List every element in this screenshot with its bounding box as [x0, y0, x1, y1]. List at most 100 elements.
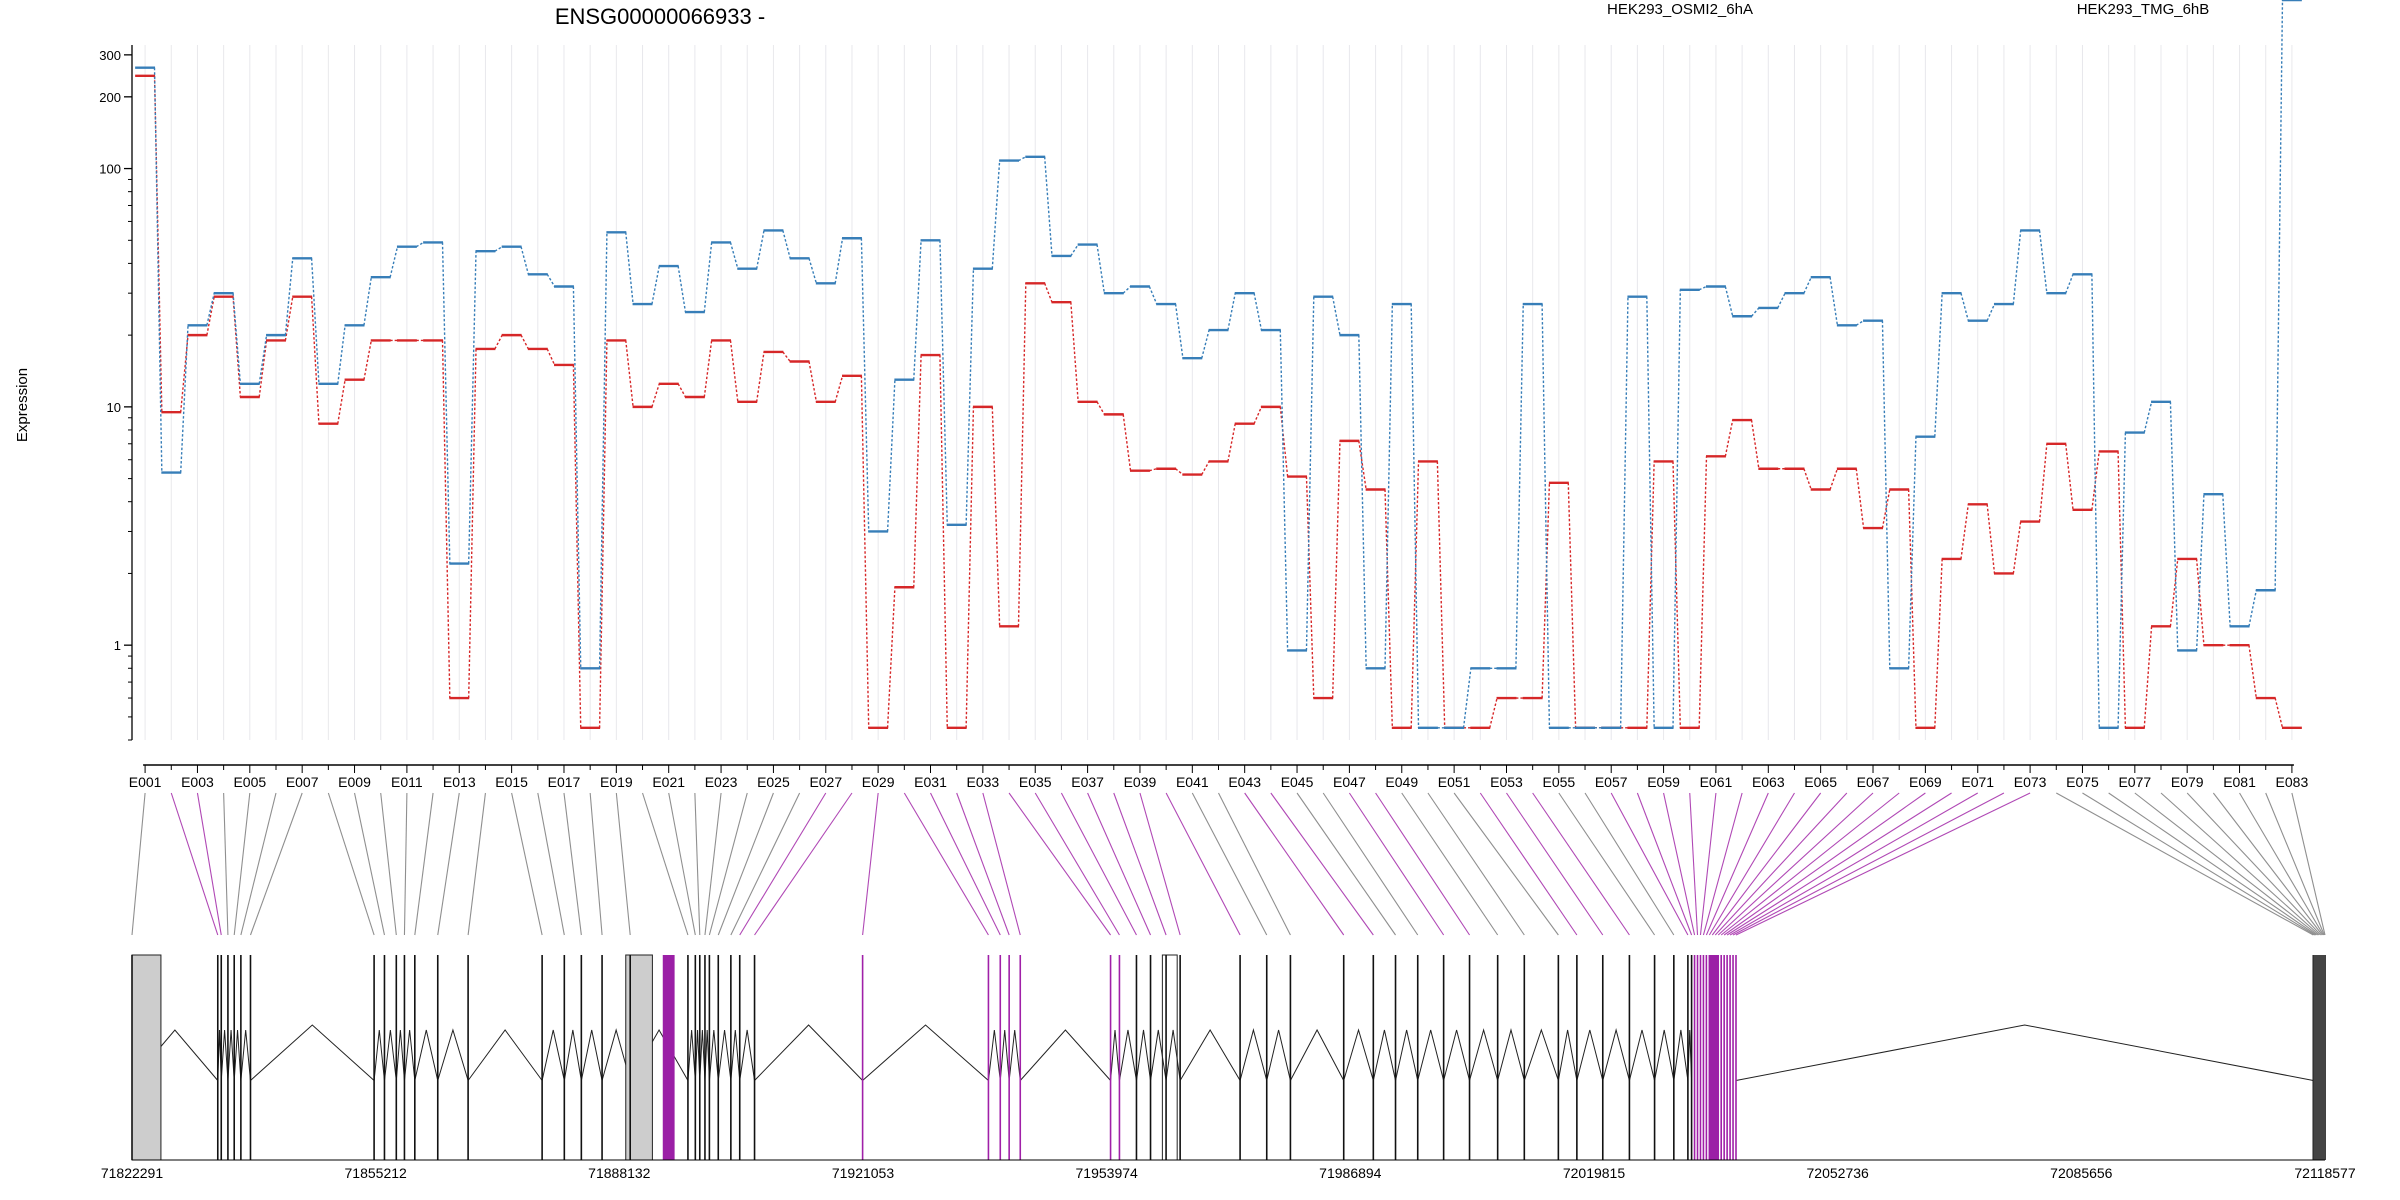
- series-connector: [1462, 668, 1472, 728]
- exon-cluster: [1709, 955, 1719, 1160]
- series-connector: [1567, 482, 1577, 728]
- series-connector: [1096, 244, 1106, 294]
- series-connector: [1698, 285, 1707, 291]
- exon-connector: [1705, 792, 1769, 936]
- series-connector: [2274, 697, 2284, 728]
- intron-line: [1110, 1029, 1120, 1081]
- series-connector: [232, 296, 242, 398]
- series-connector: [2143, 626, 2153, 728]
- exon-connector: [704, 792, 722, 936]
- series-connector: [625, 232, 634, 305]
- exon-connector: [2265, 792, 2325, 936]
- series-connector: [1489, 697, 1498, 728]
- x-tick-label: E059: [1647, 774, 1680, 790]
- series-connector: [886, 587, 896, 728]
- series-connector: [310, 296, 320, 424]
- series-connector: [2169, 401, 2179, 651]
- series-connector: [729, 242, 739, 269]
- series-connector: [1279, 330, 1289, 651]
- series-connector: [1096, 401, 1105, 415]
- series-connector: [808, 361, 818, 402]
- series-connector: [520, 246, 530, 275]
- x-tick-label: E009: [338, 774, 371, 790]
- exon-connector: [956, 792, 1010, 936]
- exon-connector: [467, 792, 486, 936]
- intron-line: [395, 1029, 405, 1081]
- exon-connector: [563, 792, 582, 936]
- series-connector: [913, 240, 922, 380]
- intron-line: [373, 1029, 385, 1081]
- x-tick-label: E019: [600, 774, 633, 790]
- series-connector: [1331, 296, 1341, 336]
- series-connector: [1672, 289, 1682, 728]
- x-tick-label: E049: [1385, 774, 1418, 790]
- x-tick-label: E053: [1490, 774, 1523, 790]
- exon-connector: [240, 792, 277, 936]
- x-tick-label: E033: [967, 774, 1000, 790]
- series-connector: [1384, 304, 1394, 669]
- series-connector: [965, 268, 975, 525]
- exon-connector: [403, 792, 408, 936]
- series-connector: [1750, 419, 1760, 469]
- genomic-coordinate-label: 71986894: [1319, 1165, 1382, 1181]
- intron-line: [1557, 1029, 1578, 1081]
- series-connector: [703, 340, 713, 398]
- series-connector: [415, 241, 425, 248]
- intron-line: [1395, 1029, 1419, 1081]
- exon-connector: [1610, 792, 1689, 936]
- exon-connector: [1689, 792, 1699, 936]
- intron-line: [1118, 1029, 1137, 1081]
- series-connector: [2274, 0, 2284, 591]
- series-connector: [1724, 286, 1734, 317]
- series-connector: [179, 335, 189, 413]
- series-connector: [1253, 293, 1263, 331]
- exon-connector: [170, 792, 219, 936]
- series-connector: [651, 265, 660, 305]
- intron-line: [233, 1029, 242, 1081]
- intron-line: [1576, 1029, 1604, 1081]
- series-connector: [1646, 461, 1655, 728]
- exon-cluster: [2313, 955, 2325, 1160]
- series-connector: [494, 246, 503, 252]
- series-connector: [2195, 558, 2205, 646]
- x-tick-label: E025: [757, 774, 790, 790]
- series-connector: [363, 277, 372, 326]
- exon-connector: [1087, 792, 1152, 936]
- series-connector: [1122, 285, 1132, 294]
- series-connector: [2065, 443, 2074, 510]
- intron-line: [437, 1028, 469, 1081]
- intron-line: [708, 1029, 719, 1081]
- series-connector: [284, 296, 294, 341]
- series-connector: [598, 232, 608, 669]
- intron-line: [1343, 1028, 1374, 1081]
- exon-connector: [739, 792, 827, 936]
- series-connector: [1384, 489, 1394, 728]
- x-tick-label: E003: [181, 774, 214, 790]
- exon-connector: [754, 792, 853, 936]
- exon-connector: [862, 792, 879, 936]
- x-tick-label: E043: [1228, 774, 1261, 790]
- series-connector: [2117, 451, 2127, 728]
- exon-connector: [668, 792, 696, 936]
- series-connector: [1174, 303, 1184, 359]
- series-connector: [1175, 468, 1184, 476]
- series-connector: [2091, 274, 2100, 728]
- series-connector: [677, 265, 687, 313]
- exon-connector: [2082, 792, 2316, 936]
- series-connector: [1148, 286, 1158, 305]
- x-tick-label: E017: [548, 774, 581, 790]
- exon-connector: [511, 792, 543, 936]
- series-connector: [1541, 304, 1551, 728]
- series-connector: [363, 340, 372, 380]
- series-connector: [2222, 494, 2231, 627]
- x-tick-label: E069: [1909, 774, 1942, 790]
- series-connector: [1881, 320, 1891, 669]
- exon-connector: [1060, 792, 1137, 936]
- series-connector: [886, 379, 896, 532]
- exon-connector: [694, 792, 701, 936]
- series-connector: [991, 160, 1001, 269]
- series-connector: [1017, 283, 1027, 627]
- exon-connector: [730, 792, 801, 936]
